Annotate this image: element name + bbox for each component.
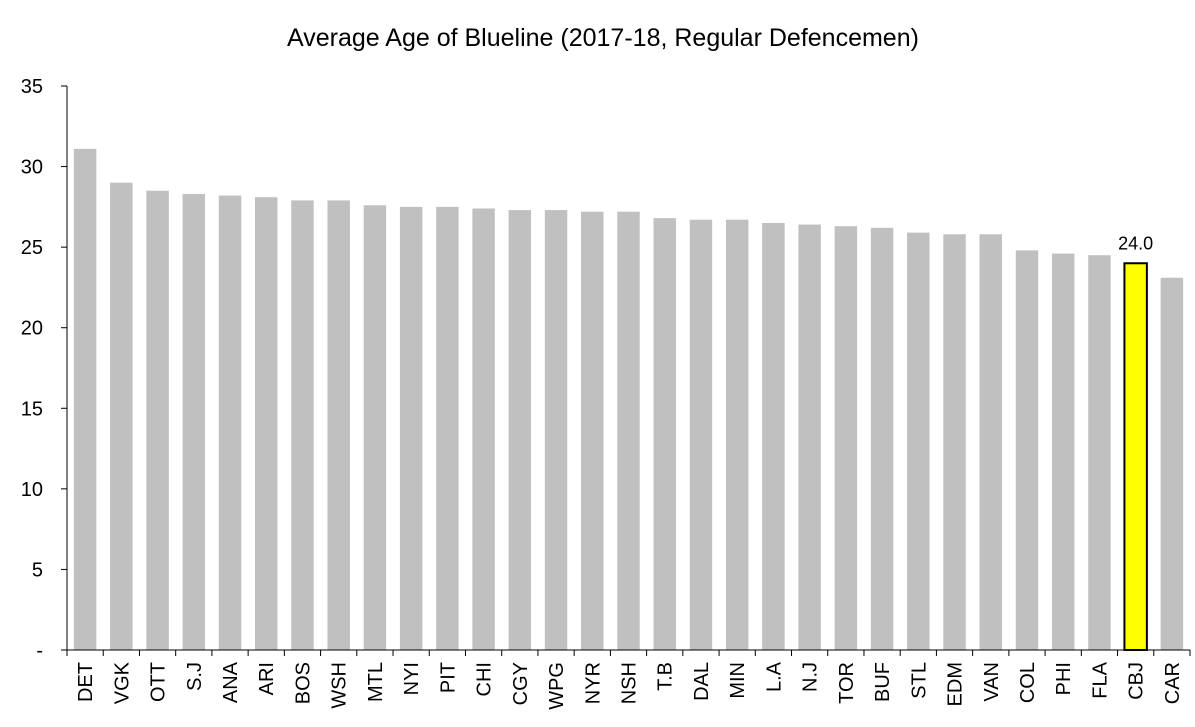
x-tick-label: NYR <box>582 662 604 704</box>
x-tick-label: COL <box>1017 662 1039 703</box>
bar-det <box>73 148 97 651</box>
bar-nsh <box>617 211 640 651</box>
x-tick-label: STL <box>908 662 930 699</box>
x-tick-label: PIT <box>437 662 459 693</box>
bar-wpg <box>544 210 568 650</box>
x-tick-label: CHI <box>474 662 496 696</box>
bar-buf <box>870 227 894 650</box>
x-tick-label: VGK <box>111 661 133 704</box>
bar-tb <box>653 218 676 650</box>
y-tick-label: 25 <box>21 237 43 259</box>
y-tick-label: 30 <box>21 157 43 179</box>
x-tick-label: WSH <box>329 662 351 709</box>
bar-fla <box>1088 255 1111 650</box>
x-tick-label: TOR <box>836 662 858 704</box>
x-tick-label: CAR <box>1162 662 1184 704</box>
y-tick-label: 20 <box>21 318 43 340</box>
x-tick-label: ARI <box>256 662 278 695</box>
bar-bos <box>291 200 314 650</box>
bar-col <box>1015 250 1039 650</box>
bar-nyr <box>581 211 604 651</box>
bar-tor <box>834 226 858 651</box>
x-tick-label: S.J <box>184 662 206 691</box>
y-tick-label: - <box>36 640 43 662</box>
y-tick-label: 35 <box>21 76 43 98</box>
y-axis: - 5 10 15 20 25 30 35 <box>21 76 68 662</box>
x-tick-label: BUF <box>872 662 894 702</box>
bar-dal <box>689 219 713 650</box>
bar-pit <box>436 206 459 650</box>
bar-ari <box>255 197 278 650</box>
bar-wsh <box>327 200 350 650</box>
bars <box>73 148 1184 651</box>
x-tick-label: NYI <box>401 662 423 695</box>
bar-van <box>979 234 1002 650</box>
bar-vgk <box>110 182 133 650</box>
y-tick-label: 5 <box>32 559 43 581</box>
x-tick-label: CBJ <box>1126 662 1148 700</box>
bar-car <box>1160 277 1184 650</box>
x-tick-label: ANA <box>220 661 242 703</box>
x-tick-label: MTL <box>365 662 387 702</box>
x-tick-label: PHI <box>1053 662 1075 695</box>
x-tick-label: EDM <box>945 662 967 706</box>
bar-min <box>725 219 749 650</box>
bar-mtl <box>363 205 387 650</box>
bar-cbj <box>1123 262 1148 651</box>
y-tick-label: 15 <box>21 398 43 420</box>
bar-sj <box>182 193 206 651</box>
x-tick-label: FLA <box>1089 661 1111 698</box>
x-axis: DET VGK OTT S.J ANA ARI BOS WSH MTL NYI PIT CHI CGY W… <box>66 649 1191 710</box>
bar-phi <box>1051 253 1075 651</box>
x-tick-label: T.B <box>655 662 677 691</box>
x-tick-label: MIN <box>727 662 749 699</box>
x-tick-label: OTT <box>148 662 170 702</box>
bar-stl <box>907 232 930 650</box>
bar-ana <box>218 195 242 650</box>
x-tick-label: N.J <box>800 662 822 692</box>
bar-chi <box>472 208 495 650</box>
bar-ott <box>146 190 169 650</box>
bar-cgy <box>508 210 532 650</box>
bar-nyi <box>399 206 423 650</box>
data-label: 24.0 <box>1118 233 1153 253</box>
x-tick-label: NSH <box>619 662 641 704</box>
x-tick-label: L.A <box>763 661 785 692</box>
y-tick-label: 10 <box>21 479 43 501</box>
data-labels: 24.0 <box>1118 233 1153 253</box>
bar-la <box>762 222 785 650</box>
x-tick-label: DAL <box>691 662 713 701</box>
x-tick-label: BOS <box>292 662 314 704</box>
x-tick-label: VAN <box>981 662 1003 702</box>
chart-title: Average Age of Blueline (2017-18, Regula… <box>287 24 919 52</box>
bar-edm <box>943 234 966 650</box>
x-tick-label: CGY <box>510 662 532 705</box>
x-tick-label: WPG <box>546 662 568 710</box>
x-tick-label: DET <box>75 662 97 702</box>
bar-nj <box>798 224 821 650</box>
